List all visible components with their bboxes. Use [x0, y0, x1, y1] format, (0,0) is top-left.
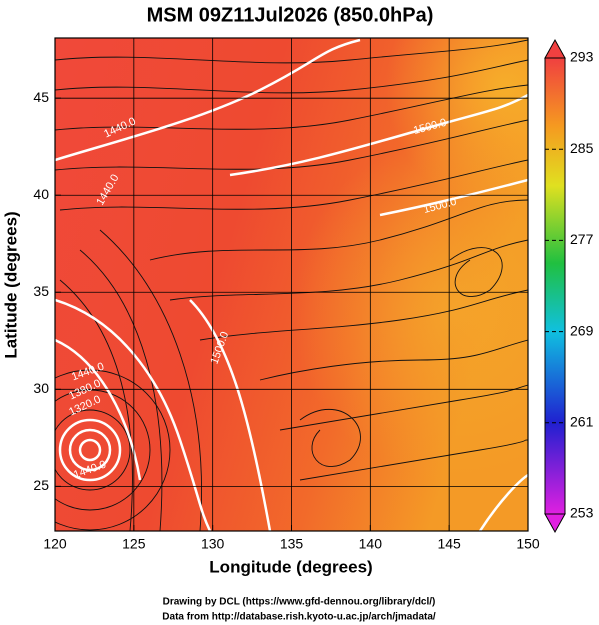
colorbar: [544, 38, 566, 534]
x-tick-label: 120: [43, 536, 67, 552]
x-tick-label: 150: [516, 536, 540, 552]
axes: 120 125 130 135 140 145 150 25 30 35 40 45 253 261 269…: [33, 49, 593, 552]
colorbar-tick-label: 269: [570, 322, 594, 338]
streamlines: [55, 39, 528, 531]
x-tick-label: 140: [359, 536, 383, 552]
x-tick-label: 135: [280, 536, 304, 552]
colorbar-tick-label: 285: [570, 140, 594, 156]
x-tick-label: 130: [201, 536, 225, 552]
x-tick-label: 145: [437, 536, 461, 552]
title: MSM 09Z11Jul2026 (850.0hPa): [147, 4, 434, 26]
y-tick-label: 40: [33, 186, 49, 202]
colorbar-tick-label: 293: [570, 49, 594, 65]
colorbar-tick-label: 253: [570, 505, 594, 521]
colorbar-tick-label: 261: [570, 414, 594, 430]
plot-field: 1440.0 1500.01500.01440.01440.01380.01320…: [55, 38, 528, 531]
y-tick-label: 30: [33, 380, 49, 396]
x-axis-label: Longitude (degrees): [209, 557, 372, 576]
grid: [55, 38, 528, 531]
footer-line: Drawing by DCL (https://www.gfd-dennou.o…: [163, 597, 436, 608]
y-tick-label: 25: [33, 477, 49, 493]
x-tick-label: 125: [122, 536, 146, 552]
y-tick-label: 35: [33, 283, 49, 299]
contours: [55, 38, 528, 531]
footer-line: Data from http://database.rish.kyoto-u.a…: [162, 612, 436, 623]
colorbar-tick-label: 277: [570, 231, 594, 247]
y-tick-label: 45: [33, 89, 49, 105]
y-axis-label: Latitude (degrees): [1, 211, 20, 358]
